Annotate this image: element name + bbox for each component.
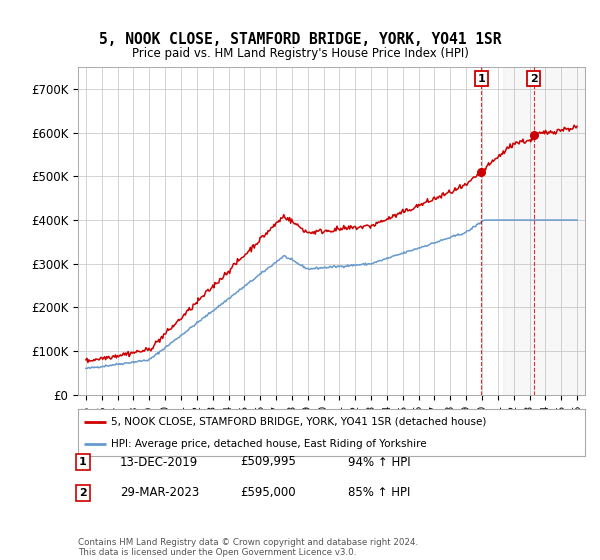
Text: £595,000: £595,000 bbox=[240, 486, 296, 500]
Text: 1: 1 bbox=[79, 457, 86, 467]
Bar bbox=[503, 67, 585, 395]
Text: Contains HM Land Registry data © Crown copyright and database right 2024.
This d: Contains HM Land Registry data © Crown c… bbox=[78, 538, 418, 557]
Text: HPI: Average price, detached house, East Riding of Yorkshire: HPI: Average price, detached house, East… bbox=[111, 438, 427, 449]
Text: 5, NOOK CLOSE, STAMFORD BRIDGE, YORK, YO41 1SR: 5, NOOK CLOSE, STAMFORD BRIDGE, YORK, YO… bbox=[99, 32, 501, 48]
Text: 2: 2 bbox=[79, 488, 86, 498]
Text: 94% ↑ HPI: 94% ↑ HPI bbox=[348, 455, 410, 469]
Text: 1: 1 bbox=[478, 74, 485, 83]
Text: 85% ↑ HPI: 85% ↑ HPI bbox=[348, 486, 410, 500]
Text: 5, NOOK CLOSE, STAMFORD BRIDGE, YORK, YO41 1SR (detached house): 5, NOOK CLOSE, STAMFORD BRIDGE, YORK, YO… bbox=[111, 417, 487, 427]
Text: £509,995: £509,995 bbox=[240, 455, 296, 469]
Text: Price paid vs. HM Land Registry's House Price Index (HPI): Price paid vs. HM Land Registry's House … bbox=[131, 47, 469, 60]
Text: 2: 2 bbox=[530, 74, 538, 83]
Text: 13-DEC-2019: 13-DEC-2019 bbox=[120, 455, 198, 469]
Text: 29-MAR-2023: 29-MAR-2023 bbox=[120, 486, 199, 500]
